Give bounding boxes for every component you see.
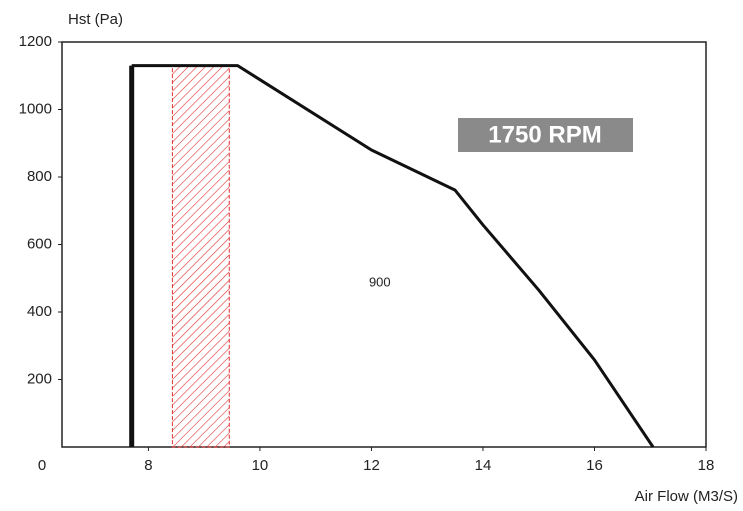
y-tick-label: 200 [27, 370, 52, 387]
x-tick-label: 16 [586, 457, 603, 474]
x-axis-label: Air Flow (M3/S) [635, 488, 738, 505]
y-tick-label: 1000 [19, 100, 52, 117]
curve [131, 64, 655, 448]
y-tick-label: 600 [27, 235, 52, 252]
y-tick-label: 800 [27, 168, 52, 185]
x-tick-label: 18 [698, 457, 715, 474]
y-tick-label: 1200 [19, 33, 52, 50]
y-axis-label: Hst (Pa) [68, 11, 123, 28]
plot-frame [61, 41, 707, 448]
badge [458, 118, 633, 152]
x-tick-label: 12 [363, 457, 380, 474]
shaded-range [171, 65, 230, 448]
x-tick-label: 10 [252, 457, 269, 474]
x-tick-label: 14 [475, 457, 492, 474]
badge-text: 1750 RPM [488, 121, 601, 148]
annotation: 900 [369, 274, 391, 289]
x-tick-label: 0 [38, 457, 46, 474]
x-tick-label: 8 [144, 457, 152, 474]
y-tick-label: 400 [27, 303, 52, 320]
